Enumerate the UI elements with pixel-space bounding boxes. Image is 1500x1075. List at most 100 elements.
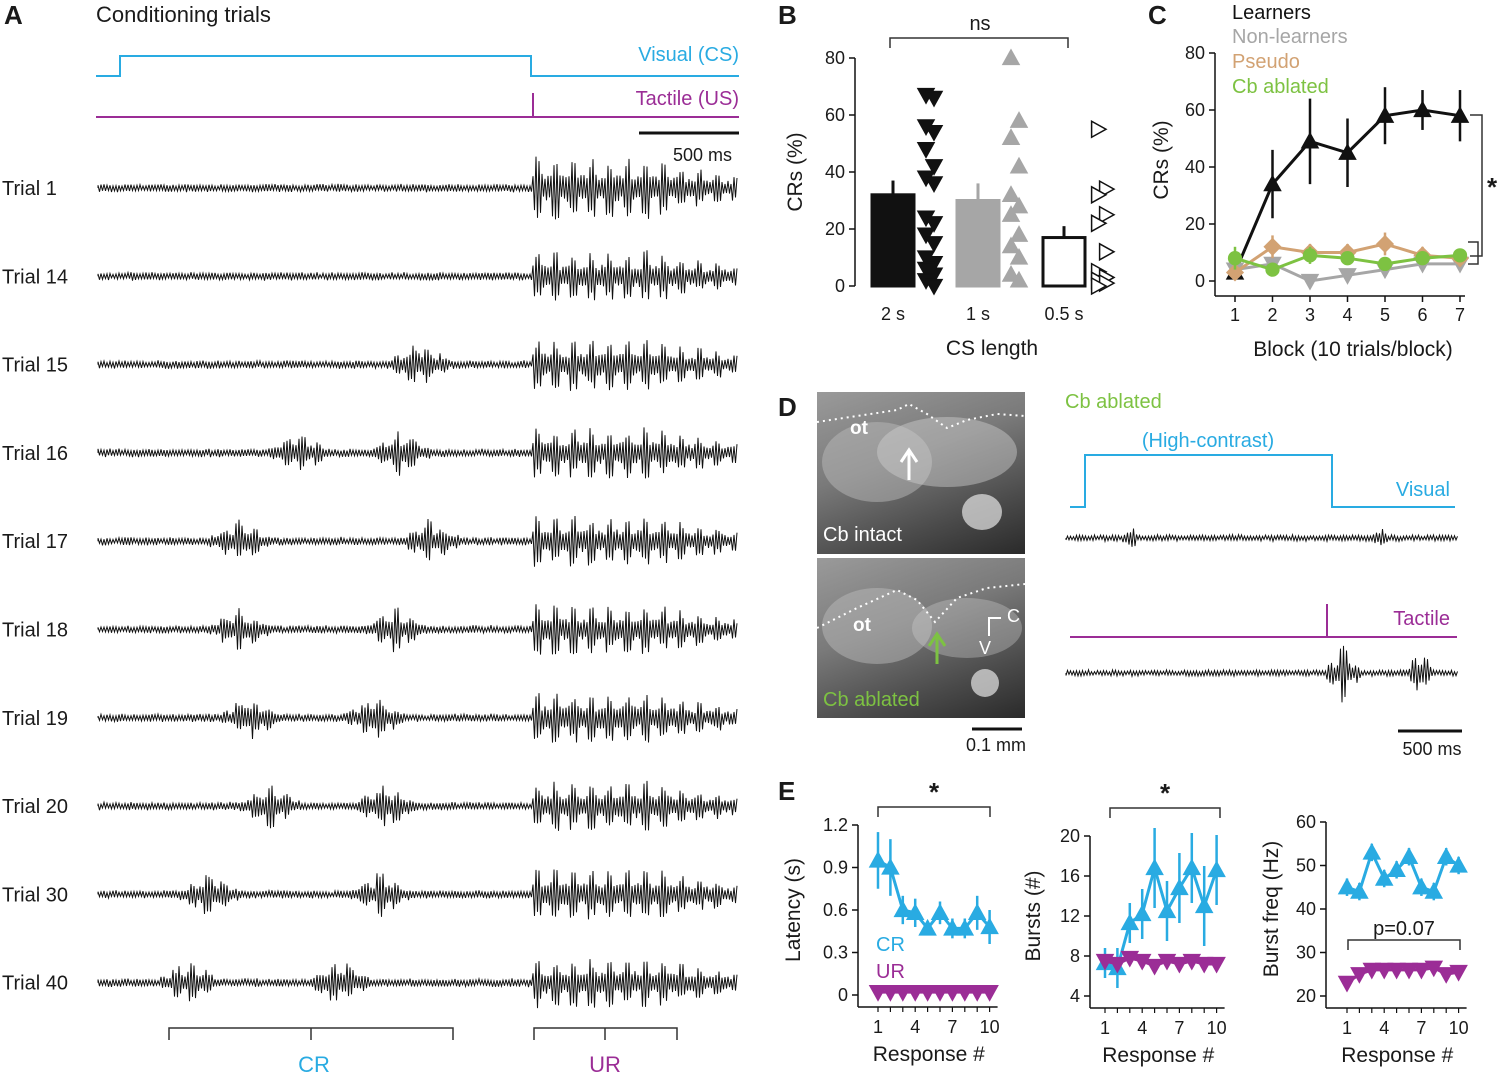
legend-entry: Non-learners	[1232, 26, 1348, 48]
data-point	[1225, 263, 1245, 282]
data-point	[1265, 262, 1280, 277]
x-tick-label: 3	[1305, 305, 1315, 325]
significance-bracket	[889, 37, 1069, 48]
x-tick-label: 7	[1174, 1018, 1184, 1038]
ephys-trace	[97, 340, 738, 391]
data-point	[893, 985, 913, 1002]
data-point	[1449, 964, 1468, 982]
data-point	[1436, 847, 1456, 864]
ephys-trace	[97, 604, 738, 655]
trial-label: Trial 14	[2, 266, 68, 288]
series-line	[1104, 862, 1219, 971]
ephys-trace	[97, 427, 738, 479]
micrograph-cb-intact: ot Cb intact	[817, 392, 1025, 554]
y-tick-label: 20	[1185, 214, 1205, 234]
data-point	[1009, 111, 1029, 128]
data-point	[905, 985, 925, 1002]
x-axis-label: Block (10 trials/block)	[1253, 338, 1453, 361]
data-point	[881, 857, 900, 875]
data-point	[924, 176, 944, 193]
data-point	[1194, 956, 1214, 974]
data-point	[1375, 234, 1395, 254]
panel-e-burstfreq-chart: 20 30 40 50 60 1 4 7 10 Burst freq (Hz) Response #…	[1260, 812, 1469, 1067]
x-tick-label: 10	[1449, 1018, 1469, 1038]
data-point	[943, 985, 962, 1002]
data-point	[1001, 205, 1021, 222]
y-tick-label: 0	[835, 276, 845, 296]
x-tick-label: 1	[1100, 1018, 1110, 1038]
data-point	[1227, 251, 1243, 266]
data-point	[1302, 248, 1318, 263]
data-point	[1399, 847, 1419, 864]
data-point	[1387, 962, 1406, 980]
panel-d-visual-stimulus	[1070, 454, 1455, 508]
significance-label: p=0.07	[1373, 918, 1435, 940]
axis-c-label: C	[1007, 606, 1020, 626]
significance-label: *	[1487, 172, 1498, 202]
axis-v-label: V	[979, 638, 992, 658]
data-point	[924, 236, 944, 253]
data-point	[1009, 247, 1029, 265]
significance-bracket	[1109, 807, 1221, 818]
panel-d: Cb ablated (High-contrast) Visual Tactil…	[966, 391, 1462, 759]
data-point	[1450, 106, 1470, 123]
x-tick-label: 4	[1137, 1018, 1147, 1038]
data-point	[1377, 256, 1393, 272]
data-point	[943, 918, 962, 936]
data-point	[1350, 967, 1369, 984]
ur-bracket-label: UR	[589, 1052, 621, 1075]
data-point	[924, 124, 944, 142]
x-tick-label: 7	[947, 1017, 957, 1037]
data-point	[1412, 962, 1431, 980]
legend-entry: Learners	[1232, 2, 1311, 24]
panel-label-b: B	[778, 0, 797, 30]
x-axis-label: CS length	[946, 337, 1038, 360]
y-tick-label: 60	[825, 105, 845, 125]
panel-label-a: A	[4, 0, 23, 30]
x-axis-label: Response #	[1341, 1044, 1453, 1067]
x-tick-label: 10	[980, 1017, 1000, 1037]
panel-label-e: E	[778, 776, 795, 806]
data-point	[955, 985, 975, 1002]
bar	[1041, 236, 1087, 288]
data-point	[1436, 967, 1456, 984]
data-point	[1399, 962, 1419, 980]
ot-label-1: ot	[850, 418, 868, 439]
y-tick-label: 40	[825, 162, 845, 182]
y-tick-label: 1.2	[823, 815, 848, 835]
y-tick-label: 30	[1296, 943, 1316, 963]
tactile-us-stimulus-line	[96, 93, 739, 118]
data-point	[1424, 882, 1444, 899]
data-point	[924, 278, 944, 296]
trial-label: Trial 20	[2, 796, 68, 818]
trial-label: Trial 1	[2, 178, 57, 200]
significance-bracket	[1468, 114, 1483, 265]
data-point	[1009, 196, 1029, 214]
high-contrast-label: (High-contrast)	[1142, 430, 1274, 452]
data-point	[1132, 904, 1152, 922]
data-point	[1338, 143, 1357, 160]
y-tick-label: 0.9	[823, 858, 848, 878]
data-point	[980, 917, 999, 935]
data-point	[1263, 237, 1282, 256]
panel-a: Conditioning trials Visual (CS) Tactile …	[2, 2, 739, 1075]
data-point	[1362, 842, 1382, 860]
data-point	[893, 900, 913, 918]
bar	[870, 193, 916, 288]
micro-scale-label: 0.1 mm	[966, 735, 1026, 755]
data-point	[905, 903, 925, 920]
y-tick-label: 60	[1296, 812, 1316, 832]
data-point	[1412, 877, 1431, 895]
data-point	[1375, 106, 1395, 123]
y-tick-label: 80	[825, 48, 845, 68]
data-point	[1001, 128, 1021, 145]
x-tick-label: 0.5 s	[1044, 304, 1083, 324]
data-point	[924, 90, 944, 108]
x-tick-label: 4	[1342, 305, 1352, 325]
significance-label: *	[929, 777, 940, 807]
cr-bracket-label: CR	[298, 1052, 330, 1075]
y-tick-label: 20	[825, 219, 845, 239]
y-tick-label: 20	[1296, 986, 1316, 1006]
significance-label: *	[1160, 778, 1171, 808]
